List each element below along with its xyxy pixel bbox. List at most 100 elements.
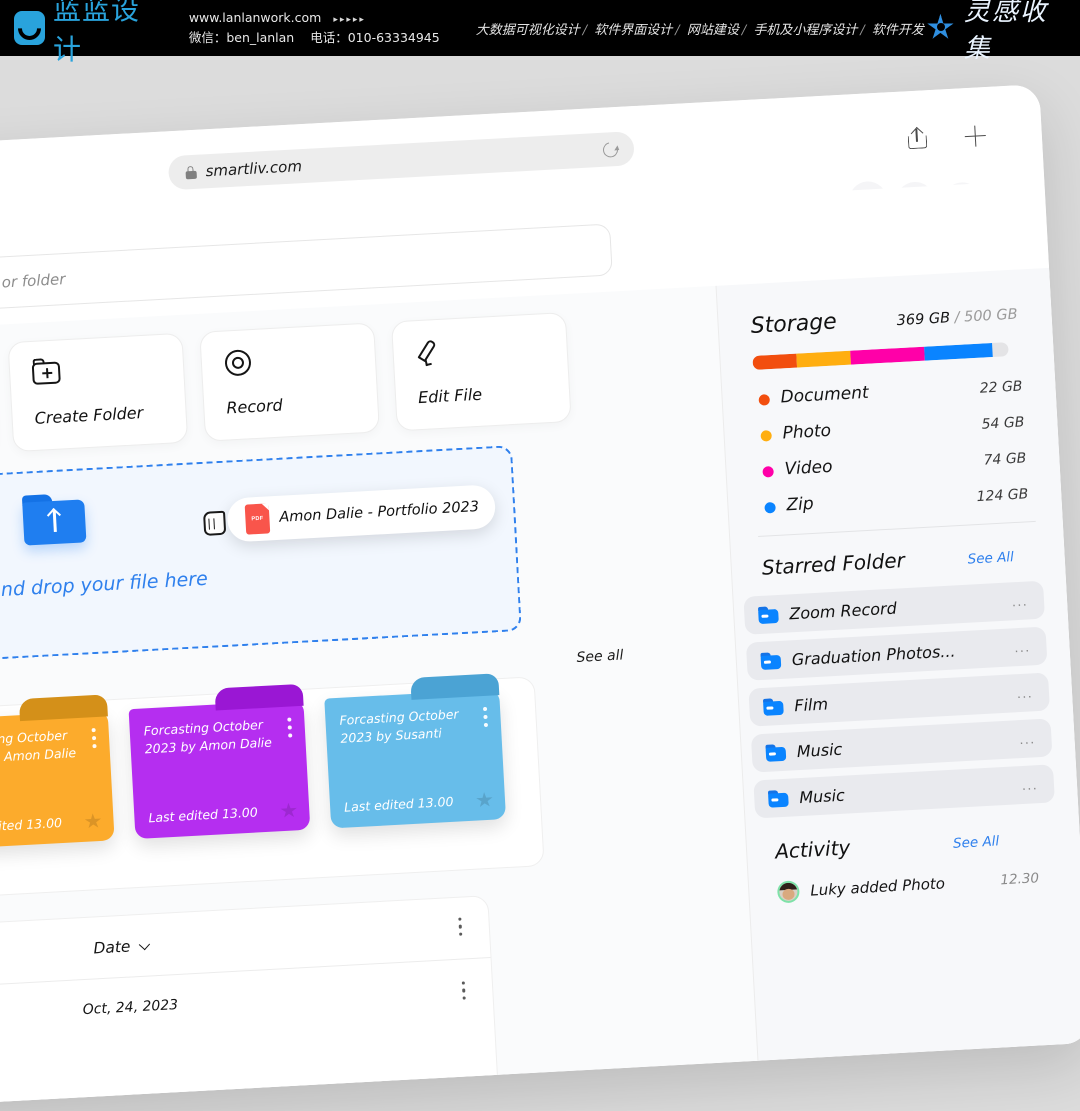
folder-icon: [765, 743, 787, 762]
wechat-phone-line: 微信：ben_lanlan 电话：010-63334945: [189, 28, 440, 47]
starred-item-music-2[interactable]: Music ...: [753, 764, 1055, 819]
activity-title: Activity: [774, 835, 851, 864]
folder-card-row: Forcasting October 2023 by Amon Dalie La…: [0, 673, 507, 860]
address-bar[interactable]: smartliv.com: [167, 131, 635, 191]
legend-label-zip: Zip: [785, 493, 815, 516]
folder-icon: [760, 651, 782, 670]
storage-segment-zip: [924, 343, 993, 361]
lock-icon: [185, 165, 197, 179]
cards-see-all-link[interactable]: See all: [576, 647, 624, 666]
star-icon[interactable]: [280, 802, 298, 819]
file-dropzone[interactable]: Click or drag and drop your file here PD…: [0, 445, 522, 669]
record-icon: [223, 347, 255, 379]
legend-value-zip: 124 GB: [976, 486, 1029, 506]
activity-see-all-link[interactable]: See All: [952, 833, 1000, 852]
share-icon[interactable]: [907, 126, 928, 150]
dragged-file-chip[interactable]: PDF Amon Dalie - Portfolio 2023: [226, 484, 497, 543]
arrow-dots-icon: ▸▸▸▸▸: [333, 15, 366, 26]
website-url: www.lanlanwork.com: [188, 10, 322, 26]
storage-total: 500 GB: [963, 306, 1018, 326]
folder-card-title: Forcasting October 2023 by Amon Dalie: [0, 727, 77, 768]
ellipsis-icon[interactable]: ...: [1016, 684, 1034, 702]
starred-see-all-link[interactable]: See All: [967, 549, 1015, 568]
starred-item-label: Graduation Photos...: [791, 640, 956, 669]
action-label-record: Record: [225, 395, 284, 418]
action-edit-file[interactable]: Edit File: [390, 312, 572, 432]
lanlan-logo-icon: [14, 11, 45, 45]
activity-item[interactable]: Luky added Photo 12.30: [776, 861, 1039, 909]
inspiration-logo: 灵感收集: [924, 0, 1066, 65]
storage-progress-bar: [752, 342, 1009, 370]
pencil-icon: [415, 337, 447, 369]
folder-card[interactable]: Forcasting October 2023 by Amon Dalie La…: [0, 694, 115, 850]
action-label-edit-file: Edit File: [417, 384, 483, 408]
activity-time: 12.30: [999, 870, 1040, 889]
quick-actions: Upload Create Folder Record Edit File: [0, 312, 572, 462]
storage-segment-video: [850, 346, 925, 365]
ellipsis-icon[interactable]: ...: [1018, 730, 1036, 748]
service-4: 软件开发: [871, 22, 924, 38]
plus-icon[interactable]: [964, 125, 986, 147]
action-create-folder[interactable]: Create Folder: [7, 332, 189, 453]
legend-value-video: 74 GB: [983, 450, 1027, 469]
reload-icon[interactable]: [600, 139, 621, 160]
activity-text: Luky added Photo: [809, 874, 946, 900]
folder-icon: [757, 605, 779, 624]
starred-item-label: Music: [796, 739, 843, 761]
star-icon[interactable]: [84, 813, 102, 830]
legend-dot-photo: [760, 430, 772, 442]
storage-title: Storage: [750, 309, 838, 340]
app-body: Search file or folder Upload Create Fold…: [0, 179, 1080, 1111]
storage-legend: Document 22 GB Photo 54 GB Video 74 GB Z…: [754, 369, 1029, 527]
legend-dot-document: [758, 394, 771, 406]
brand-logo: 蓝蓝设计: [14, 0, 159, 68]
storage-separator: /: [949, 309, 965, 327]
table-header-menu-icon[interactable]: [458, 917, 463, 940]
legend-value-document: 22 GB: [979, 378, 1023, 397]
star-icon[interactable]: [476, 792, 494, 809]
folder-card-title: Forcasting October 2023 by Susanti: [339, 706, 459, 746]
folder-plus-icon: [31, 357, 63, 389]
ellipsis-icon[interactable]: ...: [1013, 638, 1031, 656]
pdf-file-icon: PDF: [244, 503, 271, 535]
chevron-down-icon: [138, 938, 151, 951]
starred-item-graduation-photos[interactable]: Graduation Photos... ...: [745, 626, 1048, 681]
folder-card-menu-icon[interactable]: [482, 706, 489, 731]
legend-dot-video: [762, 466, 774, 478]
search-placeholder: Search file or folder: [0, 270, 66, 296]
upload-folder-icon: [21, 492, 87, 546]
folder-card-edited: Last edited 13.00: [148, 804, 259, 826]
legend-label-photo: Photo: [782, 420, 832, 444]
storage-segment-photo: [796, 350, 852, 368]
folder-card-menu-icon[interactable]: [287, 717, 293, 741]
service-1: 软件界面设计: [594, 22, 673, 38]
starred-item-label: Music: [798, 785, 846, 807]
legend-dot-zip: [764, 501, 776, 514]
storage-segment-document: [752, 353, 798, 370]
starred-item-music-1[interactable]: Music ...: [750, 718, 1053, 773]
folder-card-edited: Last edited 13.00: [343, 793, 454, 815]
star-burst-icon: [924, 11, 955, 45]
action-record[interactable]: Record: [199, 322, 380, 442]
starred-folder-title: Starred Folder: [761, 548, 906, 580]
service-2: 网站建设: [686, 22, 739, 38]
recent-folders-panel: Forcasting October 2023 by Amon Dalie La…: [0, 673, 545, 905]
folder-card[interactable]: Forcasting October 2023 by Susanti Last …: [324, 673, 507, 829]
pdf-label: PDF: [251, 515, 264, 523]
sidebar: Storage 369 GB / 500 GB Document 22 GB P: [715, 267, 1080, 1061]
ellipsis-icon[interactable]: ...: [1011, 592, 1029, 610]
folder-card-title: Forcasting October 2023 by Amon Dalie: [143, 717, 273, 757]
folder-card-edited: Last edited 13.00: [0, 815, 63, 836]
folder-card-menu-icon[interactable]: [91, 728, 97, 752]
column-header-date[interactable]: Date: [93, 937, 151, 957]
brand-name: 蓝蓝设计: [53, 0, 141, 66]
starred-item-film[interactable]: Film ...: [748, 672, 1050, 727]
drag-hand-cursor-icon: [202, 510, 227, 536]
folder-card[interactable]: Forcasting October 2023 by Amon Dalie La…: [128, 683, 311, 840]
dropzone-text: Click or drag and drop your file here: [0, 567, 209, 609]
ellipsis-icon[interactable]: ...: [1021, 776, 1039, 794]
starred-item-zoom-record[interactable]: Zoom Record ...: [743, 580, 1045, 635]
legend-label-document: Document: [780, 382, 870, 408]
legend-value-photo: 54 GB: [981, 414, 1025, 433]
table-row-menu-icon[interactable]: [461, 981, 467, 1003]
